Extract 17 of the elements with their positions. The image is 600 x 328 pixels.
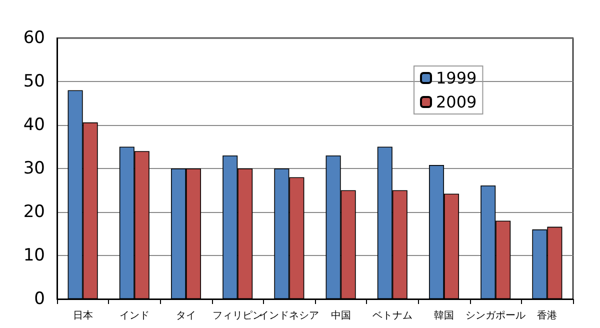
x-tick-label: インド <box>119 310 150 322</box>
x-tick-label: 中国 <box>330 310 351 322</box>
y-tick-label: 0 <box>34 289 45 309</box>
y-tick-label: 10 <box>23 246 45 266</box>
y-tick-label: 40 <box>23 115 45 135</box>
y-tick-label: 50 <box>23 72 45 92</box>
y-tick-label: 30 <box>23 158 45 178</box>
x-tick-label: 日本 <box>72 310 93 322</box>
legend-label: 1999 <box>436 68 477 88</box>
legend-label: 2009 <box>436 92 477 112</box>
x-tick-label: 香港 <box>537 310 558 322</box>
y-tick-label: 20 <box>23 202 45 222</box>
x-tick-label: 韓国 <box>434 310 454 322</box>
x-tick-label: シンガポール <box>466 310 526 322</box>
x-tick-label: タイ <box>176 310 196 322</box>
x-tick-label: ベトナム <box>372 310 412 322</box>
y-tick-label: 60 <box>23 28 45 48</box>
